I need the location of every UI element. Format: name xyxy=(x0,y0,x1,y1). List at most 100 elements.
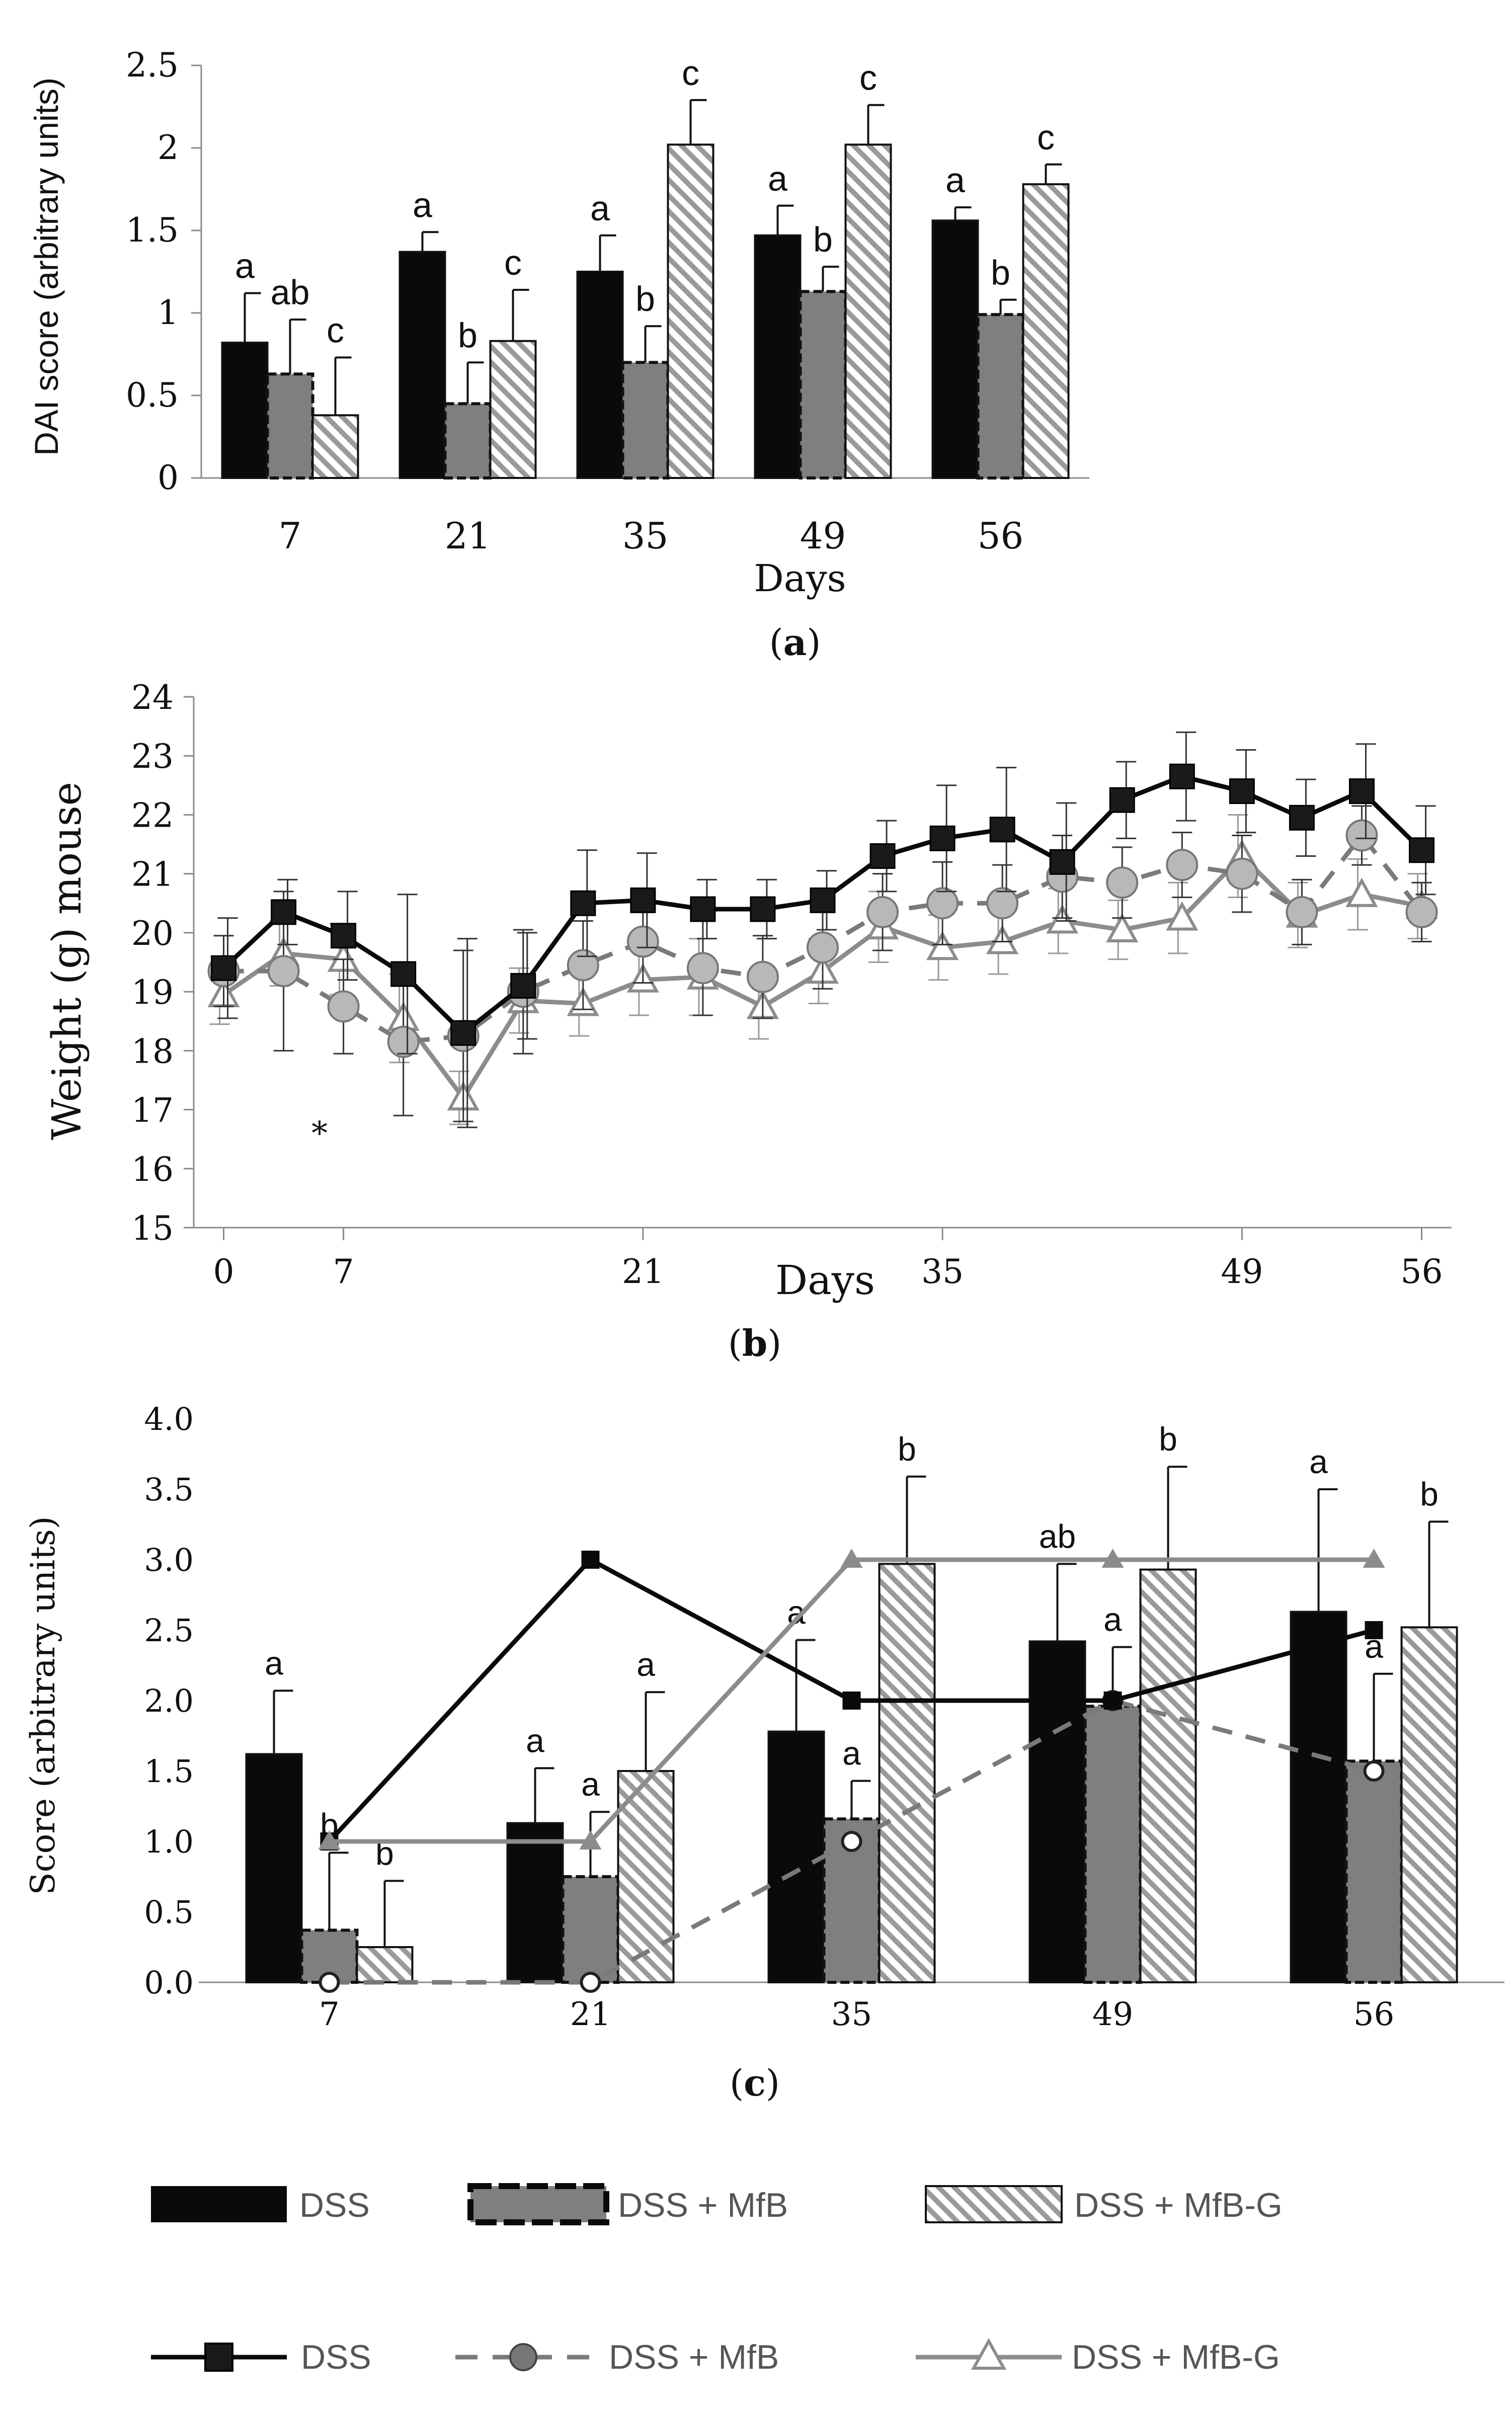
panel-b-marker-dss xyxy=(1348,778,1375,805)
panel-b-marker-dss-mfb xyxy=(807,931,839,964)
legend-label-dss-mfb-line: DSS + MfB xyxy=(609,2338,779,2376)
panel-b-marker-dss xyxy=(450,1020,476,1046)
panel-b-marker-dss-mfb xyxy=(626,925,659,958)
panel-b-marker-dss xyxy=(331,923,357,949)
panel-c-marker-dss-mfb xyxy=(1363,1760,1385,1782)
panel-a-y-tick-label: 2 xyxy=(157,128,179,167)
legend-label-dss-mfb-bar: DSS + MfB xyxy=(618,2186,788,2224)
panel-c-marker-dss-mfb xyxy=(319,1972,340,1993)
panel-a-significance-letter: a xyxy=(945,160,965,200)
panel-b-marker-dss-mfb xyxy=(1345,819,1378,852)
panel-c-marker-dss-mfb-g xyxy=(840,1549,863,1568)
panel-b-marker-dss xyxy=(1049,849,1075,875)
panel-a-x-tick-label: 7 xyxy=(279,515,302,557)
panel-c-bar-dss xyxy=(1028,1640,1086,1983)
panel-c-marker-dss xyxy=(842,1692,861,1710)
panel-c-bar-dss-mfb-g xyxy=(356,1946,414,1983)
panel-c-marker-dss xyxy=(1103,1692,1122,1710)
panel-c-significance-letter: b xyxy=(1159,1420,1177,1458)
panel-b-y-tick-label: 17 xyxy=(131,1091,174,1130)
panel-a-label: (a) xyxy=(769,621,821,664)
panel-c-bar-dss-mfb xyxy=(561,1875,620,1984)
panel-b-marker-dss xyxy=(390,961,417,987)
panel-b-marker-dss-mfb xyxy=(686,952,719,985)
panel-c-x-tick-label: 56 xyxy=(1354,1996,1394,2033)
panel-b-x-tick-label: 56 xyxy=(1400,1252,1443,1291)
panel-b-marker-dss xyxy=(869,843,896,869)
panel-b-marker-dss xyxy=(989,817,1015,843)
panel-a-significance-letter: a xyxy=(768,159,787,198)
panel-b-marker-dss xyxy=(630,887,656,913)
panel-b-marker-dss-mfb xyxy=(1226,857,1258,890)
panel-b-marker-dss xyxy=(690,896,716,922)
panel-b-x-tick-label: 7 xyxy=(333,1252,354,1291)
panel-c-y-tick-label: 1.5 xyxy=(144,1753,194,1790)
panel-b-marker-dss-mfb-g xyxy=(1166,901,1199,931)
panel-b-marker-dss-mfb xyxy=(986,887,1019,920)
panel-b-y-tick-label: 22 xyxy=(131,796,174,835)
panel-b-y-tick-label: 20 xyxy=(131,914,174,953)
legend-marker-dss-mfb-g xyxy=(971,2338,1007,2370)
panel-a-significance-letter: a xyxy=(413,185,432,224)
panel-b-marker-dss xyxy=(1109,787,1135,813)
panel-a-y-tick-label: 0.5 xyxy=(126,376,179,415)
panel-c-marker-dss-mfb-g xyxy=(1363,1549,1385,1568)
panel-b-marker-dss-mfb xyxy=(267,955,300,988)
panel-c-significance-letter: b xyxy=(1420,1475,1439,1512)
panel-a-y-tick-label: 0 xyxy=(157,458,179,497)
panel-b-marker-dss xyxy=(1289,805,1315,831)
panel-a-y-tick-label: 2.5 xyxy=(126,46,179,85)
panel-a-y-tick-label: 1.5 xyxy=(126,211,179,250)
legend-label-dss-line: DSS xyxy=(301,2338,371,2376)
panel-c-x-tick-label: 7 xyxy=(319,1996,340,2033)
panel-c-y-tick-label: 4.0 xyxy=(144,1401,194,1437)
panel-b-marker-dss xyxy=(1229,778,1255,805)
panel-a-y-tick-label: 1 xyxy=(157,293,179,332)
panel-c-bar-dss-mfb-g xyxy=(1400,1626,1458,1983)
panel-c-marker-dss-mfb xyxy=(841,1831,862,1852)
legend: DSS DSS + MfB DSS + MfB-G DSS DSS + MfB … xyxy=(151,2183,1283,2376)
panel-b-marker-dss-mfb xyxy=(866,896,899,928)
panel-a-bar-dss-mfb xyxy=(621,361,670,480)
panel-b-marker-dss-mfb-g xyxy=(926,930,959,960)
panel-a-x-axis-title: Days xyxy=(754,557,846,600)
panel-b-y-tick-label: 16 xyxy=(131,1150,174,1189)
panel-b-marker-dss xyxy=(810,887,836,913)
panel-c-y-tick-label: 0.0 xyxy=(144,1964,194,2001)
panel-b-marker-dss xyxy=(271,899,297,925)
panel-c-bar-dss-mfb-g xyxy=(878,1563,936,1983)
panel-c-bar-dss xyxy=(1290,1611,1347,1984)
panel-c-score-chart: 0.00.51.01.52.02.53.03.54.07 21 35 49 56 abb… xyxy=(24,1401,1504,2104)
legend-label-dss-mfb-g-line: DSS + MfB-G xyxy=(1072,2338,1280,2376)
panel-b-y-tick-label: 18 xyxy=(131,1032,174,1071)
panel-a-bar-dss-mfb-g xyxy=(489,340,537,479)
legend-label-dss-bar: DSS xyxy=(299,2186,370,2224)
panel-a-bar-dss xyxy=(576,271,624,479)
panel-c-y-tick-label: 2.0 xyxy=(144,1682,194,1719)
panel-b-marker-dss xyxy=(570,890,596,916)
panel-b-marker-dss-mfb xyxy=(1166,849,1199,881)
panel-c-x-tick-label: 49 xyxy=(1092,1996,1133,2033)
legend-marker-dss-mfb xyxy=(509,2343,537,2371)
panel-b-marker-dss xyxy=(1169,763,1195,789)
panel-a-bar-dss xyxy=(221,342,269,479)
panel-a-bar-dss-mfb xyxy=(443,402,492,480)
panel-a-bar-dss-mfb-g xyxy=(844,143,892,479)
panel-c-marker-dss xyxy=(1365,1621,1383,1639)
panel-c-significance-letter: a xyxy=(581,1765,600,1803)
panel-b-y-tick-label: 19 xyxy=(131,973,174,1012)
panel-c-significance-letter: a xyxy=(265,1644,283,1681)
panel-b-weight-chart: 15 16 17 18 19 20 21 22 23 24 0 7 21 35 49 56 Weight (g… xyxy=(43,678,1452,1364)
panel-a-bar-dss-mfb xyxy=(799,290,847,479)
panel-c-lines xyxy=(318,1549,1385,1993)
panel-b-y-tick-label: 24 xyxy=(131,678,174,717)
panel-b-marker-dss-mfb-g xyxy=(1345,877,1378,907)
panel-c-x-tick-label: 35 xyxy=(831,1996,872,2033)
panel-a-axes: 0 0.5 1 1.5 2 2.5 7 21 35 49 56 xyxy=(126,46,1089,557)
panel-b-marker-dss xyxy=(1408,837,1435,863)
legend-swatch-dss-mfb-bar xyxy=(467,2183,609,2225)
panel-a-significance-letter: c xyxy=(1037,118,1055,157)
panel-b-label: (b) xyxy=(728,1322,782,1364)
